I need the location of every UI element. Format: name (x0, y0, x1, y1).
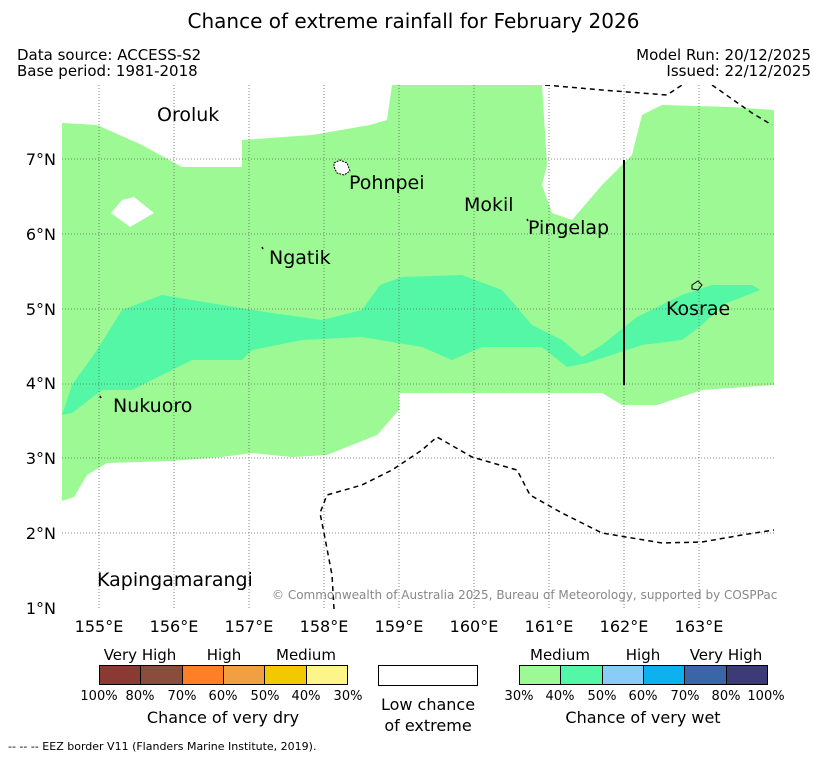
kosrae-island (691, 280, 703, 291)
lat-label: 1°N (25, 599, 56, 618)
dry-swatch (141, 666, 183, 684)
issued-date: Issued: 22/12/2025 (666, 62, 811, 80)
eez-border (319, 85, 774, 609)
dry-category: Medium (276, 646, 336, 664)
dry-tick: 30% (333, 689, 363, 704)
dry-tick: 80% (125, 689, 155, 704)
dry-tick: 50% (250, 689, 280, 704)
ngatik-island (261, 246, 264, 250)
dry-category: High (206, 646, 242, 664)
lon-label: 157°E (224, 617, 274, 636)
lon-label: 158°E (299, 617, 349, 636)
base-period: Base period: 1981-2018 (17, 62, 198, 80)
lat-label: 3°N (25, 449, 56, 468)
model-run: Model Run: 20/12/2025 (636, 46, 811, 64)
lon-label: 160°E (449, 617, 499, 636)
lat-label: 6°N (25, 225, 56, 244)
pohnpei-island (333, 159, 351, 176)
lon-label: 162°E (599, 617, 649, 636)
nukuoro-island (99, 395, 102, 399)
dry-tick: 40% (291, 689, 321, 704)
lat-label: 7°N (25, 150, 56, 169)
wet-swatch (520, 666, 562, 684)
wet-tick: 30% (504, 689, 534, 704)
wet-legend-title: Chance of very wet (565, 708, 721, 727)
dry-swatch (306, 666, 347, 684)
place-label: Oroluk (157, 104, 220, 126)
wet-swatch (643, 666, 686, 684)
dry-tick: 100% (80, 689, 118, 704)
lon-label: 159°E (374, 617, 424, 636)
wet-swatch (685, 666, 727, 684)
lon-label: 155°E (74, 617, 124, 636)
low-chance-region (62, 85, 392, 167)
dry-tick: 60% (208, 689, 238, 704)
pingelap-island (526, 218, 529, 222)
chart-title: Chance of extreme rainfall for February … (187, 9, 640, 33)
wet-swatch (726, 666, 767, 684)
dry-swatch (100, 666, 142, 684)
lat-label: 5°N (25, 300, 56, 319)
wet-tick: 40% (545, 689, 575, 704)
wet-tick: 50% (587, 689, 617, 704)
wet-tick: 70% (670, 689, 700, 704)
dry-legend-title: Chance of very dry (146, 708, 300, 727)
wet-tick: 100% (747, 689, 785, 704)
eez-footnote: -- -- -- EEZ border V11 (Flanders Marine… (8, 740, 317, 753)
place-label: Pingelap (528, 217, 610, 239)
place-label: Mokil (464, 194, 514, 216)
copyright-notice: © Commonwealth of Australia 2025, Bureau… (272, 588, 778, 602)
wet-swatch (602, 666, 644, 684)
place-label: Kosrae (666, 298, 731, 320)
low-chance-region (542, 85, 774, 220)
wet-tick: 60% (628, 689, 658, 704)
dry-tick: 70% (167, 689, 197, 704)
lon-label: 156°E (149, 617, 199, 636)
wet-colorbar (519, 665, 768, 685)
place-label: Kapingamarangi (97, 569, 253, 591)
wet-category: High (625, 646, 661, 664)
lat-label: 2°N (25, 524, 56, 543)
lon-label: 163°E (674, 617, 724, 636)
low-chance-line: of extreme (384, 716, 472, 735)
wet-category: Very High (689, 646, 763, 664)
rainfall-map (62, 85, 774, 609)
dry-swatch (223, 666, 266, 684)
low-chance-label: Low chance of extreme (381, 694, 475, 736)
lat-label: 4°N (25, 374, 56, 393)
dry-category: Very High (103, 646, 177, 664)
place-label: Pohnpei (349, 172, 425, 194)
wet-category: Medium (530, 646, 590, 664)
high-wet-band (62, 275, 760, 415)
data-source: Data source: ACCESS-S2 (17, 46, 202, 64)
wet-swatch (561, 666, 603, 684)
lon-label: 161°E (524, 617, 574, 636)
place-label: Ngatik (269, 247, 331, 269)
low-chance-region (111, 197, 154, 227)
wet-tick: 80% (711, 689, 741, 704)
low-chance-swatch (378, 665, 478, 686)
low-chance-line: Low chance (380, 695, 476, 714)
dry-swatch (182, 666, 224, 684)
dry-colorbar (99, 665, 348, 685)
place-label: Nukuoro (113, 395, 193, 417)
dry-swatch (265, 666, 307, 684)
